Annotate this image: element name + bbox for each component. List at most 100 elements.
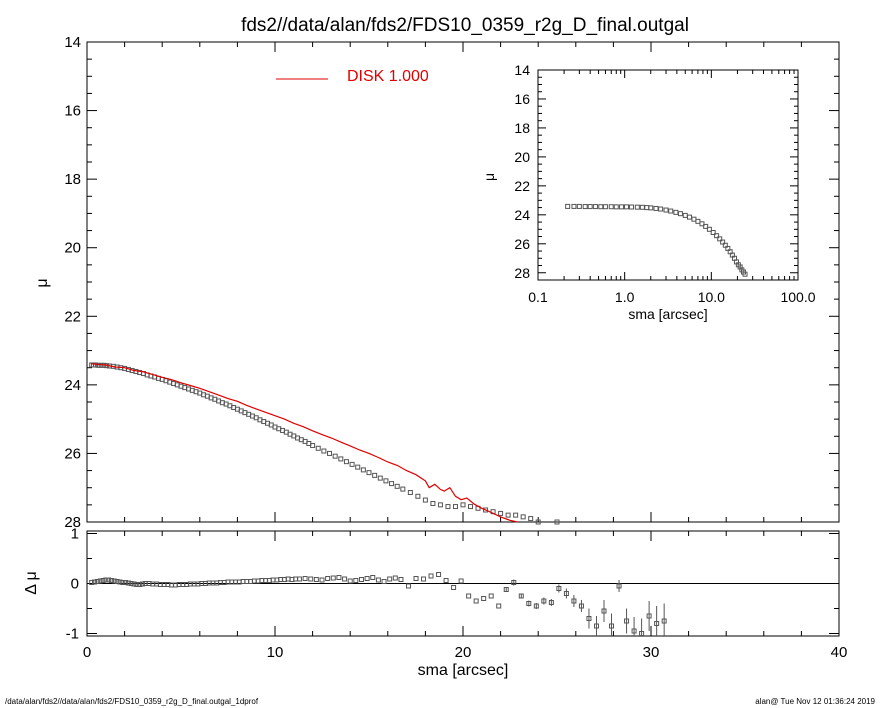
inset-x-tick-label: 10.0 — [698, 289, 725, 305]
residual-point — [353, 578, 359, 583]
data-point — [310, 443, 316, 449]
residual-point — [661, 618, 667, 624]
inset-point — [699, 221, 705, 227]
residual-point — [533, 603, 539, 609]
data-point — [430, 500, 436, 506]
residual-point — [563, 591, 569, 596]
residual-point — [108, 578, 114, 583]
main-y-tick-label: 22 — [64, 308, 81, 325]
residual-x-tick-label: 40 — [831, 644, 848, 661]
residual-point — [458, 578, 464, 584]
residual-point — [541, 598, 547, 604]
residual-point — [89, 580, 95, 585]
residual-point — [111, 578, 117, 584]
residual-point — [100, 578, 106, 583]
data-point — [535, 519, 541, 525]
residual-point — [117, 579, 123, 585]
residual-x-tick-label: 0 — [83, 644, 91, 661]
residual-point — [631, 628, 637, 634]
residual-y-ticks: 1 0 -1 — [66, 526, 839, 643]
data-point — [394, 483, 400, 489]
data-point — [400, 486, 406, 492]
inset-point — [629, 204, 635, 210]
inset-y-tick-label: 22 — [514, 178, 530, 194]
inset-point — [673, 209, 679, 215]
residual-x-ticks: 0 10 20 30 40 — [83, 531, 848, 661]
footer-file-path: /data/alan/fds2//data/alan/fds2/FDS10_03… — [5, 697, 259, 706]
inset-point — [653, 205, 659, 211]
main-x-ticks — [86, 42, 840, 522]
residual-point — [296, 576, 302, 582]
data-point — [483, 507, 489, 513]
data-point — [460, 502, 466, 508]
residual-point — [398, 577, 404, 582]
residual-point — [139, 581, 145, 587]
inset-x-tick-label: 1.0 — [615, 289, 635, 305]
inset-point — [663, 207, 669, 213]
data-point — [415, 493, 421, 499]
residual-point — [103, 577, 109, 583]
inset-point — [706, 226, 712, 232]
residual-point — [578, 603, 584, 609]
residual-point — [654, 621, 660, 626]
residual-point — [336, 575, 342, 580]
residual-y-tick-label: -1 — [66, 626, 79, 643]
residual-point — [137, 582, 143, 587]
main-y-tick-label: 20 — [64, 240, 81, 257]
residual-point — [421, 576, 427, 582]
main-y-tick-label: 26 — [64, 445, 81, 462]
inset-y-tick-label: 26 — [514, 236, 530, 252]
residual-point — [405, 583, 411, 589]
residual-point — [639, 631, 645, 636]
residual-point — [481, 596, 487, 601]
residual-y-tick-label: 1 — [71, 526, 79, 543]
residual-point — [503, 587, 509, 592]
legend-label: DISK 1.000 — [347, 68, 429, 85]
data-point — [452, 504, 458, 510]
residual-point — [571, 598, 577, 604]
inset-point — [608, 204, 614, 210]
residual-point — [556, 586, 562, 591]
inset-point — [587, 204, 593, 210]
residual-point — [413, 576, 419, 581]
residual-point — [94, 579, 100, 584]
inset-y-tick-label: 20 — [514, 149, 530, 165]
data-point — [338, 456, 344, 462]
residual-y-axis-label: Δ μ — [23, 571, 40, 594]
residual-point — [120, 580, 126, 585]
residual-point — [428, 573, 434, 579]
residual-point — [451, 585, 457, 590]
residual-point — [131, 581, 137, 587]
data-point — [383, 478, 389, 484]
data-point — [95, 362, 101, 368]
main-y-tick-label: 18 — [64, 171, 81, 188]
residual-x-tick-label: 10 — [267, 644, 284, 661]
residual-point — [646, 613, 652, 619]
inset-point — [571, 203, 577, 209]
data-point — [554, 519, 560, 525]
inset-point — [710, 229, 716, 235]
main-y-ticks: 14 16 18 20 22 24 26 28 — [64, 34, 839, 531]
inset-point — [565, 203, 571, 209]
inset-point — [668, 208, 674, 214]
inset-point — [648, 205, 654, 211]
residual-point — [616, 583, 622, 589]
residual-point — [511, 580, 517, 585]
residual-point — [381, 579, 387, 584]
inset-y-tick-label: 28 — [514, 265, 530, 281]
inset-point — [703, 223, 709, 229]
residual-point — [114, 579, 120, 584]
inset-x-axis-label: sma [arcsec] — [628, 306, 707, 322]
residual-point — [358, 577, 364, 582]
residual-y-tick-label: 0 — [71, 576, 79, 593]
residual-plot-panel: 10-1 0 10 20 30 40 Δ μ sma [arcsec] — [23, 526, 847, 680]
inset-point — [634, 204, 640, 210]
residual-point — [342, 576, 348, 582]
residual-point — [548, 600, 554, 605]
data-point — [366, 470, 372, 476]
inset-y-tick-label: 14 — [514, 62, 530, 78]
residual-point — [134, 582, 140, 587]
inset-point — [613, 204, 619, 210]
residual-x-tick-label: 20 — [455, 644, 472, 661]
